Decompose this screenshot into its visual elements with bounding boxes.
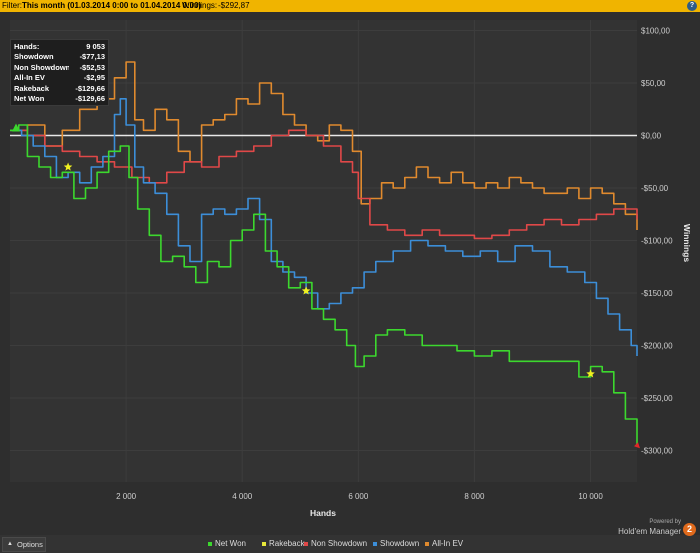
legend-swatch: [208, 542, 212, 546]
start-marker-icon: [12, 123, 20, 132]
y-tick-label: -$50,00: [641, 184, 669, 193]
series-line: [10, 61, 638, 230]
y-tick-label: -$250,00: [641, 394, 673, 403]
options-label: Options: [17, 540, 43, 549]
legend-swatch: [373, 542, 377, 546]
end-marker-icon: [634, 442, 640, 449]
y-tick-label: $100,00: [641, 27, 670, 36]
stat-value: 9 053: [86, 42, 105, 51]
y-tick-label: -$150,00: [641, 289, 673, 298]
winnings-label: Winnings:: [182, 1, 218, 10]
rakeback-star-icon: [301, 286, 311, 295]
x-tick-label: 6 000: [348, 492, 369, 501]
x-tick-label: 4 000: [232, 492, 253, 501]
x-tick-label: 10 000: [578, 492, 603, 501]
series-line: [10, 129, 638, 240]
legend-swatch: [262, 542, 266, 546]
legend-label: All-In EV: [432, 539, 464, 548]
stat-label: Non Showdown: [14, 62, 69, 72]
legend-label: Rakeback: [269, 539, 305, 548]
powered-by-text: Powered by: [649, 519, 681, 525]
rakeback-star-icon: [586, 369, 595, 378]
stats-box: Hands: 9 053 Showdown -$77,13 Non Showdown -$…: [10, 39, 109, 106]
y-axis-label: Winnings: [682, 224, 692, 262]
stat-label: All-In EV: [14, 73, 45, 83]
stat-row: All-In EV -$2,95: [14, 73, 105, 83]
stat-row: Non Showdown -$52,53: [14, 63, 105, 73]
stat-row: Net Won -$129,66: [14, 94, 105, 104]
stat-label: Rakeback: [14, 83, 50, 93]
filter-bar: Filter: This month (01.03.2014 0:00 to 0…: [0, 0, 700, 12]
y-tick-label: -$300,00: [641, 447, 673, 456]
brand-name: Hold'em Manager: [618, 527, 681, 536]
x-axis-label: Hands: [310, 508, 336, 518]
stat-row: Rakeback -$129,66: [14, 84, 105, 94]
rakeback-star-icon: [63, 162, 73, 171]
hem-logo-icon: 2: [683, 523, 696, 536]
stat-label: Showdown: [14, 52, 54, 62]
stat-label: Net Won: [14, 94, 45, 103]
legend-label: Net Won: [215, 539, 246, 548]
y-tick-label: $0,00: [641, 132, 662, 141]
y-tick-label: -$200,00: [641, 342, 673, 351]
winnings-chart: 2 000 4 000 6 000 8 000 10 000 $100,00 $50,00 $…: [10, 20, 692, 518]
stat-value: -$52,53: [79, 62, 105, 72]
stat-value: -$129,66: [75, 94, 105, 103]
legend-label: Non Showdown: [311, 539, 368, 548]
winnings-value: -$292,87: [218, 1, 250, 10]
legend-label: Showdown: [380, 539, 420, 548]
y-tick-label: -$100,00: [641, 237, 673, 246]
stat-value: -$77,13: [79, 52, 105, 62]
stat-value: -$2,95: [83, 73, 105, 83]
stat-row: Hands: 9 053: [14, 42, 105, 52]
stat-label: Hands:: [14, 42, 40, 51]
y-tick-label: $50,00: [641, 79, 666, 88]
x-tick-label: 8 000: [464, 492, 485, 501]
stat-row: Showdown -$77,13: [14, 52, 105, 62]
graph-panel: 2 000 4 000 6 000 8 000 10 000 $100,00 $50,00 $…: [0, 12, 700, 535]
series-line: [10, 124, 638, 446]
legend-swatch: [425, 542, 429, 546]
legend-swatch: [304, 542, 308, 546]
chevron-up-icon: ▲: [7, 541, 13, 547]
x-tick-label: 2 000: [116, 492, 137, 501]
filter-label: Filter:: [2, 1, 22, 10]
bottom-bar: ▲ Options Net Won Rakeback Non Showdown Sho…: [0, 535, 700, 553]
branding: Powered by Hold'em Manager 2: [618, 519, 696, 549]
stat-value: -$129,66: [75, 83, 105, 93]
help-icon[interactable]: ?: [687, 1, 697, 11]
options-button[interactable]: ▲ Options: [2, 537, 46, 552]
filter-value[interactable]: This month (01.03.2014 0:00 to 01.04.201…: [22, 1, 202, 10]
series-line: [10, 98, 638, 356]
